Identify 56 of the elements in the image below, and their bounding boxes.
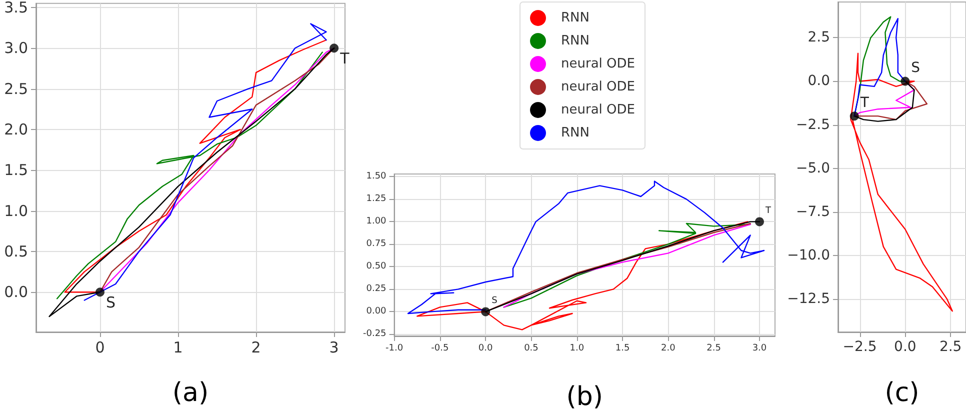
x-tick-label: -1.0 <box>386 344 404 354</box>
annotation: T <box>859 95 870 112</box>
legend-label: RNN <box>561 10 590 26</box>
line-series <box>850 52 953 312</box>
line-series <box>416 221 748 330</box>
legend-label: neural ODE <box>561 102 635 118</box>
y-tick-label: 2.5 <box>4 80 28 98</box>
x-tick-label: 0.0 <box>478 344 494 354</box>
x-tick-label: -0.5 <box>431 344 449 354</box>
y-tick-label: −5.0 <box>796 160 830 176</box>
y-tick-label: 2.0 <box>4 120 28 138</box>
x-tick-label: 2.5 <box>939 339 962 355</box>
x-tick-label: 3 <box>329 338 339 356</box>
y-tick-label: −12.5 <box>787 290 830 307</box>
y-tick-label: −7.5 <box>796 204 830 220</box>
y-tick-label: 0.5 <box>4 242 28 260</box>
x-tick-label: −2.5 <box>842 339 877 355</box>
y-tick-label: 2.5 <box>808 30 830 46</box>
legend-label: RNN <box>561 126 590 140</box>
y-tick-label: 0.00 <box>366 306 387 317</box>
annotation: S <box>492 296 498 306</box>
x-tick-label: 0 <box>95 338 105 356</box>
y-tick-label: 1.25 <box>366 194 386 204</box>
y-tick-label: −10.0 <box>787 247 830 264</box>
y-tick-label: 1.5 <box>4 161 28 180</box>
y-tick-label: 1.50 <box>366 172 387 182</box>
y-tick-label: −2.5 <box>796 116 830 133</box>
annotation: T <box>764 206 772 216</box>
x-tick-label: 0.0 <box>894 339 916 355</box>
legend-label: neural ODE <box>561 56 635 72</box>
x-tick-label: 3.0 <box>752 344 767 354</box>
x-tick-label: 1.5 <box>615 344 630 354</box>
x-tick-label: 2.0 <box>661 344 676 354</box>
y-tick-label: 0.50 <box>366 262 387 272</box>
y-tick-label: 0.0 <box>808 73 830 90</box>
y-tick-label: 1.0 <box>4 202 28 220</box>
x-tick-label: 1.0 <box>570 344 584 354</box>
legend-label: RNN <box>561 34 590 48</box>
y-tick-label: 0.75 <box>366 239 386 250</box>
x-axis-title: (a) <box>172 378 209 408</box>
x-tick-label: 2 <box>251 338 261 356</box>
x-tick-label: 2.5 <box>706 344 721 354</box>
x-axis-title: (c) <box>884 378 920 408</box>
legend-label: neural ODE <box>561 80 635 94</box>
x-tick-label: 0.5 <box>524 344 538 354</box>
annotation: S <box>106 294 116 312</box>
x-tick-label: 1 <box>173 338 183 356</box>
y-tick-label: 3.0 <box>4 39 28 58</box>
annotation: S <box>911 60 920 76</box>
y-tick-label: 0.25 <box>366 284 386 294</box>
annotation: T <box>339 50 350 68</box>
y-tick-label: 1.00 <box>366 216 387 227</box>
y-tick-label: 3.5 <box>4 0 28 16</box>
y-tick-label: -0.25 <box>362 329 386 340</box>
y-tick-label: 0.0 <box>4 283 28 302</box>
x-axis-title: (b) <box>566 382 604 411</box>
